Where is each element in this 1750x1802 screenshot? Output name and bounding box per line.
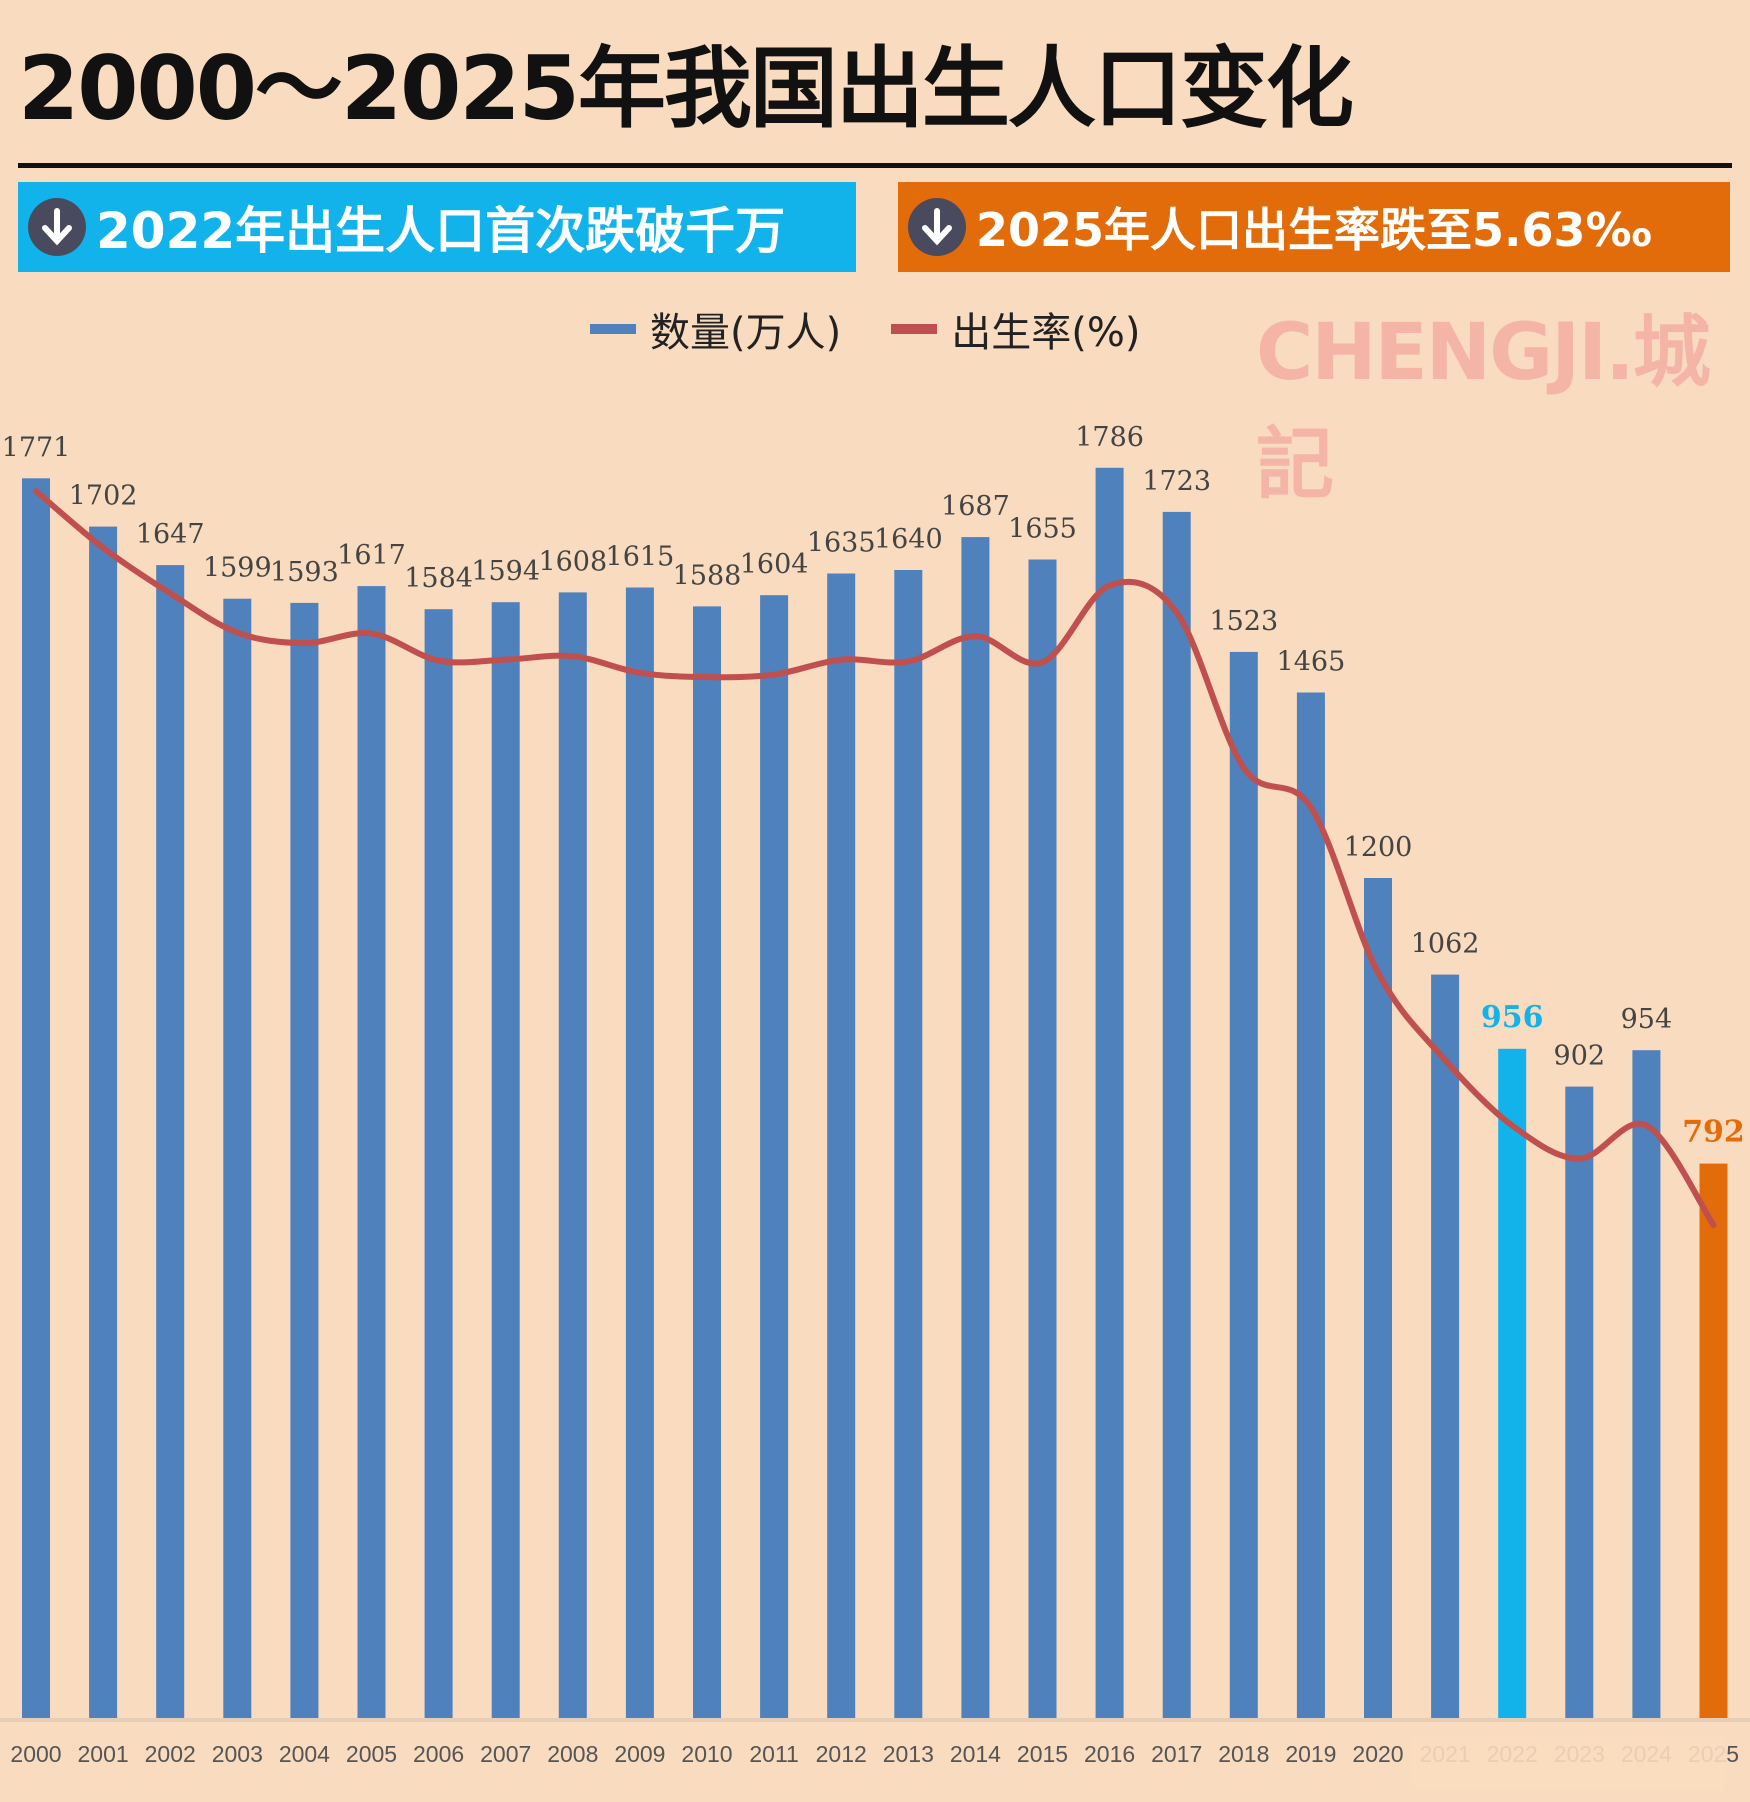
x-tick-2015: 2015 bbox=[1017, 1741, 1068, 1767]
bar-2012 bbox=[827, 573, 856, 1718]
data-label-2024: 954 bbox=[1621, 1004, 1673, 1035]
legend-swatch-rate bbox=[891, 324, 938, 334]
data-label-2019: 1465 bbox=[1277, 647, 1346, 678]
bar-2022 bbox=[1498, 1048, 1527, 1718]
data-label-2013: 1640 bbox=[874, 524, 943, 555]
title-divider bbox=[18, 163, 1732, 168]
data-label-2023: 902 bbox=[1554, 1041, 1606, 1072]
banner-2025: 2025年人口出生率跌至5.63‰ bbox=[898, 182, 1730, 272]
x-tick-2013: 2013 bbox=[883, 1741, 934, 1767]
data-label-2012: 1635 bbox=[807, 528, 876, 559]
bar-2024 bbox=[1632, 1050, 1661, 1718]
banner-text: 2022年出生人口首次跌破千万 bbox=[96, 202, 786, 260]
bar-2006 bbox=[424, 609, 453, 1719]
x-tick-2006: 2006 bbox=[413, 1741, 464, 1767]
x-tick-2017: 2017 bbox=[1151, 1741, 1202, 1767]
bar-2010 bbox=[693, 606, 721, 1718]
x-tick-2003: 2003 bbox=[212, 1741, 263, 1767]
x-tick-2014: 2014 bbox=[950, 1741, 1001, 1767]
birth-rate-line bbox=[33, 488, 1717, 1229]
bar-2013 bbox=[894, 570, 923, 1718]
bar-2008 bbox=[558, 592, 587, 1718]
bar-2016 bbox=[1095, 467, 1124, 1718]
x-tick-2010: 2010 bbox=[681, 1741, 732, 1767]
legend-label-rate: 出生率(%) bbox=[951, 310, 1141, 356]
banner-text: 2025年人口出生率跌至5.63‰ bbox=[976, 203, 1652, 257]
data-label-2005: 1617 bbox=[337, 540, 406, 571]
data-label-2009: 1615 bbox=[606, 542, 675, 573]
x-tick-2007: 2007 bbox=[480, 1741, 531, 1767]
data-label-2022: 956 bbox=[1481, 1000, 1544, 1035]
bar-2005 bbox=[357, 586, 386, 1718]
data-label-2017: 1723 bbox=[1142, 466, 1211, 497]
data-label-2000: 1771 bbox=[2, 432, 71, 463]
watermark-logo: CHENGJI.城記 bbox=[1256, 308, 1711, 510]
bar-2003 bbox=[223, 598, 252, 1719]
arrow-down-circle-icon bbox=[908, 198, 966, 256]
data-label-2014: 1687 bbox=[941, 491, 1010, 522]
bar-2017 bbox=[1162, 511, 1191, 1718]
x-tick-2011: 2011 bbox=[749, 1741, 798, 1767]
data-label-2010: 1588 bbox=[673, 560, 742, 591]
data-label-2002: 1647 bbox=[136, 519, 205, 550]
bar-2023 bbox=[1565, 1086, 1594, 1718]
page-title: 2000～2025年我国出生人口变化 bbox=[18, 37, 1354, 140]
bar-2000 bbox=[22, 478, 50, 1718]
x-tick-2001: 2001 bbox=[78, 1741, 129, 1767]
bar-2002 bbox=[156, 565, 185, 1718]
data-label-2011: 1604 bbox=[740, 549, 809, 580]
x-tick-2004: 2004 bbox=[279, 1741, 330, 1767]
data-label-2020: 1200 bbox=[1344, 832, 1413, 863]
bar-2001 bbox=[89, 526, 118, 1718]
x-tick-2012: 2012 bbox=[816, 1741, 867, 1767]
arrow-down-circle-icon bbox=[28, 198, 86, 256]
overlay-obscured bbox=[1410, 1735, 1725, 1790]
x-tick-2020: 2020 bbox=[1352, 1741, 1403, 1767]
x-tick-2002: 2002 bbox=[145, 1741, 196, 1767]
data-label-2016: 1786 bbox=[1075, 422, 1144, 453]
x-tick-2019: 2019 bbox=[1285, 1741, 1336, 1767]
banner-2022: 2022年出生人口首次跌破千万 bbox=[18, 182, 856, 272]
data-label-2018: 1523 bbox=[1209, 606, 1278, 637]
bar-2015 bbox=[1028, 559, 1057, 1718]
x-tick-2018: 2018 bbox=[1218, 1741, 1269, 1767]
bar-2011 bbox=[760, 595, 789, 1719]
bar-2019 bbox=[1296, 692, 1325, 1718]
bar-2021 bbox=[1431, 974, 1460, 1718]
data-label-2004: 1593 bbox=[270, 557, 339, 588]
data-label-2008: 1608 bbox=[538, 546, 607, 577]
x-tick-2005: 2005 bbox=[346, 1741, 397, 1767]
bar-2014 bbox=[961, 537, 990, 1718]
bar-2009 bbox=[625, 587, 654, 1718]
data-label-2007: 1594 bbox=[471, 556, 540, 587]
data-label-2021: 1062 bbox=[1411, 929, 1480, 960]
legend: 数量(万人) 出生率(%) bbox=[590, 300, 1140, 358]
x-tick-2016: 2016 bbox=[1084, 1741, 1135, 1767]
x-tick-2000: 2000 bbox=[10, 1741, 61, 1767]
data-label-2025: 792 bbox=[1682, 1115, 1745, 1150]
x-tick-2008: 2008 bbox=[547, 1741, 598, 1767]
data-label-2006: 1584 bbox=[404, 563, 473, 594]
bar-2004 bbox=[290, 602, 319, 1718]
bar-2020 bbox=[1364, 878, 1392, 1718]
data-label-2015: 1655 bbox=[1008, 514, 1077, 545]
bar-2007 bbox=[491, 602, 520, 1719]
data-label-2003: 1599 bbox=[203, 553, 272, 584]
legend-swatch-count bbox=[590, 324, 636, 334]
bar-2025 bbox=[1699, 1163, 1728, 1718]
x-tick-2009: 2009 bbox=[614, 1741, 665, 1767]
bar-2018 bbox=[1229, 651, 1258, 1718]
legend-label-count: 数量(万人) bbox=[650, 310, 842, 356]
data-label-2001: 1702 bbox=[69, 481, 138, 512]
